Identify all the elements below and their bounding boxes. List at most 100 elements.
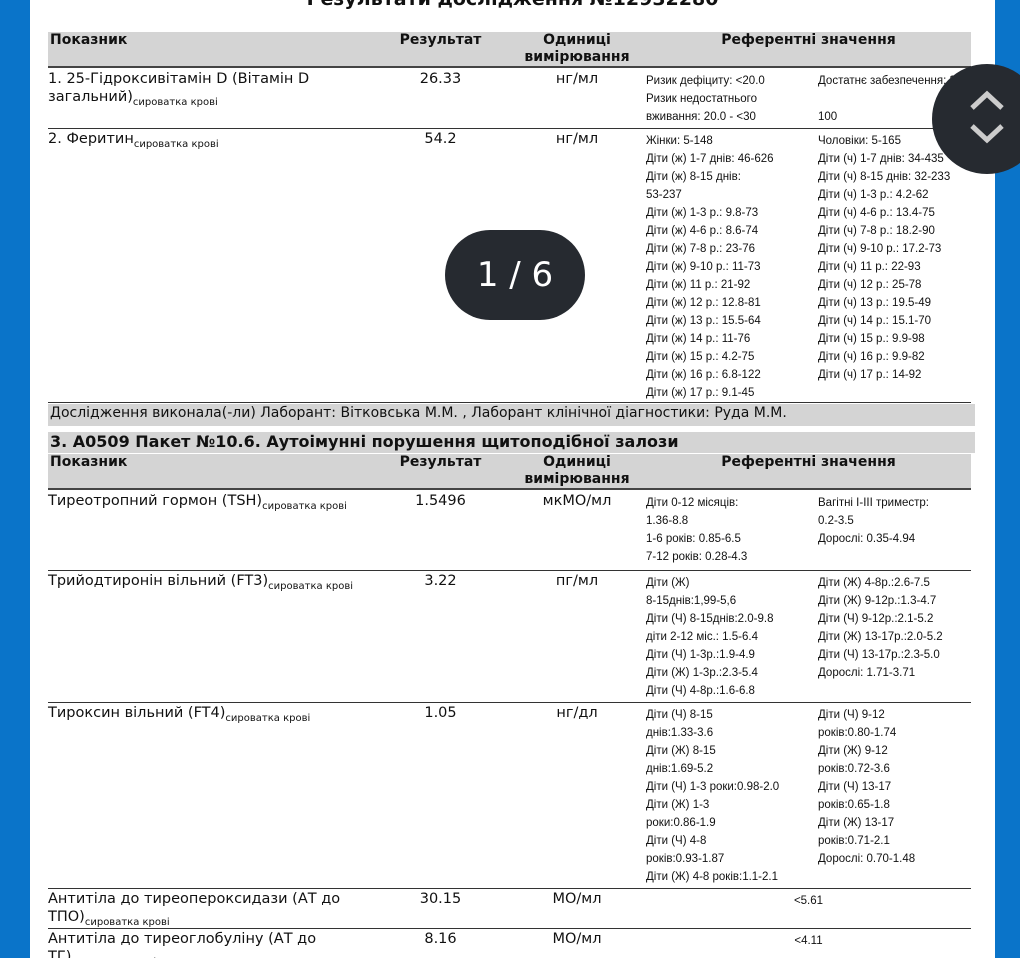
ref-line: Діти (ч) 15 р.: 9.9-98 [818,333,925,345]
units: пг/мл [555,573,599,589]
ref-line: 1-6 років: 0.85-6.5 [646,533,741,545]
ref-line: Діти (Ж) 4-8р.:2.6-7.5 [818,577,930,589]
ref-line: Діти (Ч) 8-15 [646,709,713,721]
ref-line: Діти (ж) 9-10 р.: 11-73 [646,261,761,273]
ref-line: Діти (Ж) 13-17 [818,817,895,829]
indicator-label: 2. Феритин [48,131,134,147]
column-header-indicator: Показник [50,454,128,470]
ref-line: Вагітні I-III триместр: [818,497,929,509]
ref-line: Діти (Ж) 4-8 років:1.1-2.1 [646,871,779,883]
result-value: 30.15 [419,891,462,907]
indicator-name: Тиреотропний гормон (TSH)сироватка крові [48,490,366,516]
ref-line: Достатнє забезпечення: 30 [818,75,963,87]
ref-line: Діти (Ч) 4-8 [646,835,707,847]
ref-line: Діти (Ж) 13-17р.:2.0-5.2 [818,631,943,643]
ref-line: Діти (ч) 11 р.: 22-93 [818,261,921,273]
ref-line: Дорослі: 0.70-1.48 [818,853,916,865]
ref-line: Діти (ж) 1-7 днів: 46-626 [646,153,774,165]
ref-line: Діти (ч) 14 р.: 15.1-70 [818,315,932,327]
sample-type: сироватка крові [84,916,170,928]
indicator-name: 2. Феритинсироватка крові [48,128,366,154]
ref-line: 1.36-8.8 [646,515,689,527]
indicator-name: Антитіла до тиреопероксидази (АТ до ТПО)… [48,888,366,932]
ref-line: Ризик дефіциту: <20.0 [646,75,765,87]
indicator-label: Антитіла до тиреоглобуліну (АТ до ТГ) [48,931,317,958]
ref-line: Діти (Ж) 9-12 [818,745,888,757]
ref-line: Діти (ч) 13 р.: 19.5-49 [818,297,932,309]
column-header-indicator: Показник [50,32,128,48]
ref-line: Жінки: 5-148 [646,135,713,147]
ref-line: Діти (ж) 17 р.: 9.1-45 [646,387,755,399]
ref-line: Діти (ж) 4-6 р.: 8.6-74 [646,225,759,237]
ref-line: Чоловіки: 5-165 [818,135,901,147]
ref-left: Діти (Ч) 8-15 днів:1.33-3.6 Діти (Ж) 8-15 д… [646,706,816,886]
indicator-label: Трийодтиронін вільний (FT3) [48,573,269,589]
ref-line: Діти (ж) 12 р.: 12.8-81 [646,297,761,309]
result-value: 54.2 [424,131,457,147]
ref-line: 100 [818,111,838,123]
column-header-ref: Референтні значення [721,454,896,470]
indicator-name: Антитіла до тиреоглобуліну (АТ до ТГ)сир… [48,928,366,958]
ref-line: днів:1.33-3.6 [646,727,714,739]
page-nav-button[interactable] [932,64,1020,174]
ref-right: Достатнє забезпечення: 30 100 [818,72,968,126]
ref-line: років:0.71-2.1 [818,835,890,847]
ref-line: Дорослі: 0.35-4.94 [818,533,916,545]
column-header-result: Результат [399,32,482,48]
indicator-name: 1. 25-Гідроксивітамін D (Вітамін D загал… [48,68,366,112]
table-row: Антитіла до тиреоглобуліну (АТ до ТГ)сир… [48,928,971,958]
units: нг/дл [556,705,598,721]
ref-line: Діти (ч) 1-3 р.: 4.2-62 [818,189,929,201]
result-value: 26.33 [419,71,462,87]
ref-line: Діти (Ж) [646,577,690,589]
column-header-result: Результат [399,454,482,470]
ref-line: Діти (Ч) 4-8р.:1.6-6.8 [646,685,755,697]
table-row: 2. Феритинсироватка крові 54.2 нг/мл Жінки:… [48,128,971,403]
ref-right: Діти (Ж) 4-8р.:2.6-7.5 Діти (Ж) 9-12р.:1.… [818,574,968,682]
ref-left: Діти (Ж) 8-15днів:1,99-5,6 Діти (Ч) 8-15дн… [646,574,816,700]
ref-line: Діти (ж) 1-3 р.: 9.8-73 [646,207,759,219]
ref-line: Діти (Ч) 13-17р.:2.3-5.0 [818,649,940,661]
column-header-ref: Референтні значення [721,32,896,48]
sample-type: сироватка крові [262,500,347,512]
ref-line: Дорослі: 1.71-3.71 [818,667,916,679]
ref-line: Діти (Ч) 1-3р.:1.9-4.9 [646,649,755,661]
result-value: 3.22 [424,573,457,589]
sample-type: сироватка крові [132,96,218,108]
reference-values: <5.61 [646,892,971,910]
ref-line: 7-12 років: 0.28-4.3 [646,551,748,563]
ref-line: роки:0.86-1.9 [646,817,716,829]
sample-type: сироватка крові [225,712,311,724]
units: МО/мл [552,931,602,947]
ref-line: Діти (ж) 8-15 днів: [646,171,741,183]
ref-line: Діти (ж) 15 р.: 4.2-75 [646,351,755,363]
ref-line: Діти (ч) 16 р.: 9.9-82 [818,351,925,363]
indicator-label: Тиреотропний гормон (TSH) [48,493,263,509]
ref-line: Діти (ч) 17 р.: 14-92 [818,369,922,381]
ref-line: Діти (ж) 7-8 р.: 23-76 [646,243,755,255]
ref-line: Діти (Ч) 8-15днів:2.0-9.8 [646,613,774,625]
reference-values: <4.11 [646,932,971,950]
ref-line: років:0.72-3.6 [818,763,890,775]
ref-line: років:0.65-1.8 [818,799,890,811]
ref-line: Діти (ч) 4-6 р.: 13.4-75 [818,207,935,219]
table-header: Показник Результат Одиниці вимірювання Рефе… [48,32,971,68]
table-row: 1. 25-Гідроксивітамін D (Вітамін D загал… [48,68,971,129]
ref-line: Діти (ч) 9-10 р.: 17.2-73 [818,243,942,255]
ref-left: Ризик дефіциту: <20.0 Ризик недостатнього… [646,72,816,126]
ref-line: Діти (ж) 16 р.: 6.8-122 [646,369,761,381]
ref-line: днів:1.69-5.2 [646,763,714,775]
ref-line: років:0.93-1.87 [646,853,725,865]
table-row: Тироксин вільний (FT4)сироватка крові 1.0… [48,702,971,889]
ref-line: <5.61 [793,895,824,907]
section-title: 3. A0509 Пакет №10.6. Аутоімунні порушен… [48,432,975,453]
indicator-label: Антитіла до тиреопероксидази (АТ до ТПО) [48,891,341,925]
ref-line: Діти (Ч) 9-12р.:2.1-5.2 [818,613,934,625]
sample-type: сироватка крові [71,957,156,958]
sample-type: сироватка крові [268,580,353,592]
ref-line: Діти (Ж) 1-3 [646,799,710,811]
indicator-label: Тироксин вільний (FT4) [48,705,226,721]
ref-line: 8-15днів:1,99-5,6 [646,595,737,607]
ref-right: Діти (Ч) 9-12 років:0.80-1.74 Діти (Ж) 9-1… [818,706,968,868]
result-value: 1.05 [424,705,457,721]
